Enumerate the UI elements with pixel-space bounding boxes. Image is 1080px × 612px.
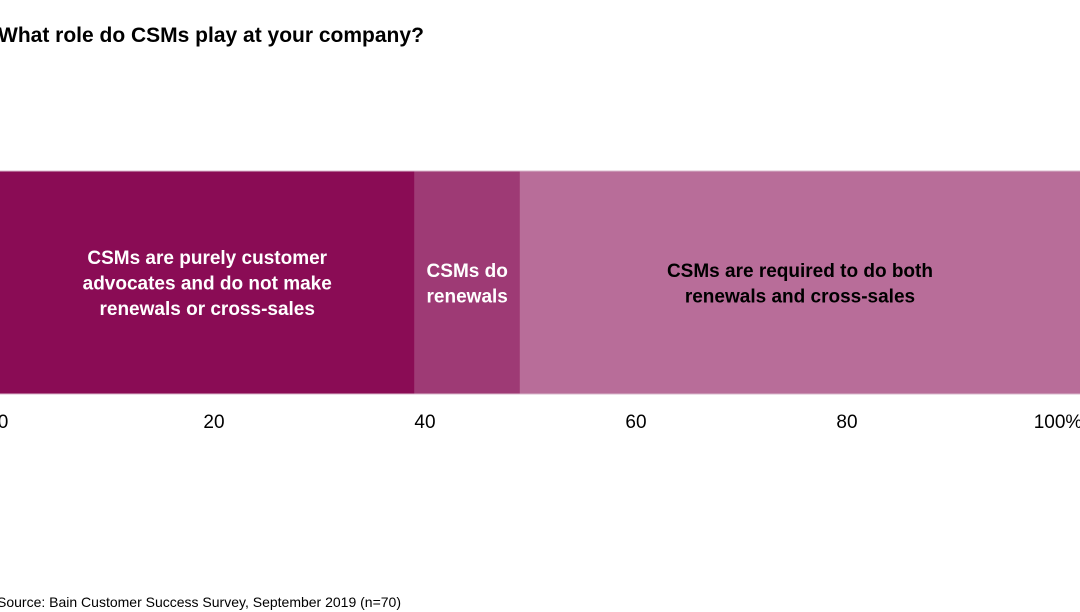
chart-title: What role do CSMs play at your company? <box>0 24 424 47</box>
x-tick-label: 0 <box>0 412 8 433</box>
segment-label-line: renewals <box>427 286 508 307</box>
segment-label-line: renewals or cross-sales <box>99 299 314 320</box>
segment-label-3: CSMs are required to do both renewals and… <box>667 261 933 308</box>
segment-label-line: CSMs are required to do both <box>667 261 933 282</box>
segment-label-line: CSMs are purely customer <box>87 248 327 269</box>
x-tick-label: 20 <box>203 412 224 433</box>
bar-segment-2 <box>414 171 520 394</box>
x-tick-label: 100% <box>1034 412 1080 433</box>
segment-label-1: CSMs are purely customer advocates and do… <box>83 248 332 320</box>
x-tick-label: 40 <box>414 412 435 433</box>
x-tick-label: 60 <box>625 412 646 433</box>
x-tick-label: 80 <box>836 412 857 433</box>
bar-segment-1 <box>0 171 415 394</box>
segment-label-2: CSMs do renewals <box>427 261 508 308</box>
source-note: Source: Bain Customer Success Survey, Se… <box>0 594 401 610</box>
segment-label-line: advocates and do not make <box>83 274 332 295</box>
bar-segment-3 <box>519 171 1080 394</box>
segment-label-line: renewals and cross-sales <box>685 286 915 307</box>
segment-label-line: CSMs do <box>427 261 508 282</box>
